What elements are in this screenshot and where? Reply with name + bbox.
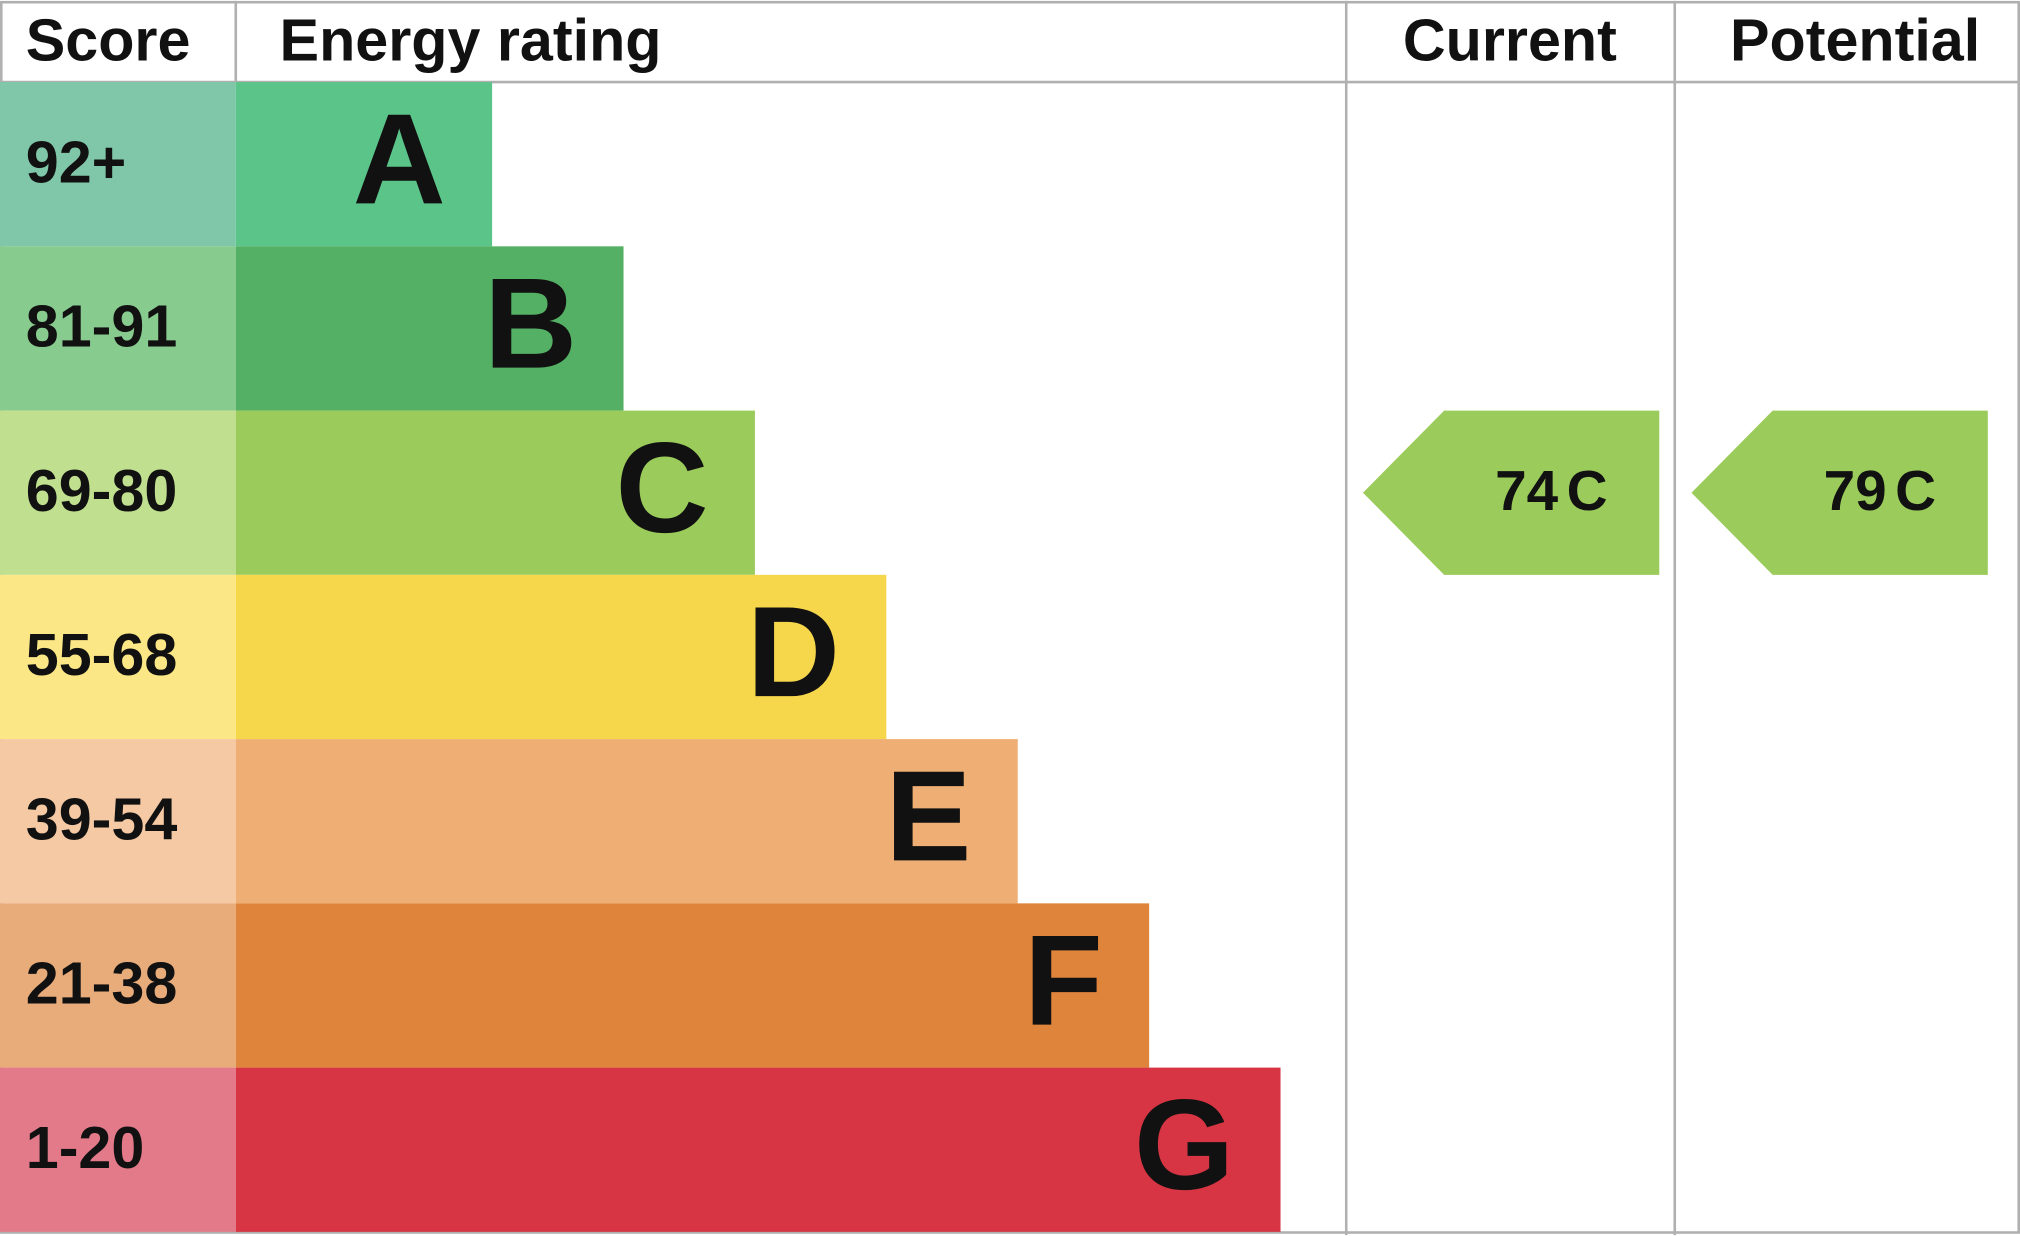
score-cell (0, 246, 236, 411)
rating-bar (235, 903, 1150, 1068)
potential-arrow (1691, 410, 1988, 575)
current-header: Current (1403, 6, 1617, 73)
band-letter: G (1134, 1073, 1234, 1217)
score-range: 69-80 (26, 457, 178, 524)
score-cell (0, 410, 236, 575)
score-cell (0, 1067, 236, 1232)
band-letter: B (484, 252, 577, 396)
score-range: 55-68 (26, 621, 178, 688)
rating-bar (235, 574, 887, 740)
score-range: 1-20 (26, 1114, 145, 1181)
rating-bar (235, 1067, 1281, 1232)
current-letter: C (1567, 460, 1608, 523)
band-letter: E (885, 744, 971, 888)
potential-header: Potential (1730, 6, 1980, 73)
score-range: 39-54 (26, 785, 178, 852)
score-cell (0, 739, 236, 904)
band-letter: F (1024, 909, 1103, 1053)
band-letter: A (353, 87, 446, 231)
potential-letter: C (1895, 460, 1936, 523)
score-cell (0, 903, 236, 1068)
rating-header: Energy rating (280, 6, 662, 73)
band-letter: C (616, 416, 709, 560)
current-arrow (1362, 410, 1660, 575)
rating-bar (235, 82, 493, 247)
rating-bar (235, 246, 624, 411)
score-cell (0, 574, 236, 740)
current-value: 74 (1495, 460, 1559, 523)
band-letter: D (747, 580, 840, 724)
rating-bar (235, 739, 1018, 904)
score-header: Score (26, 6, 191, 73)
potential-value: 79 (1824, 460, 1887, 523)
score-range: 81-91 (26, 293, 178, 360)
score-range: 92+ (26, 128, 127, 195)
score-range: 21-38 (26, 950, 178, 1017)
score-cell (0, 82, 236, 247)
rating-bar (235, 410, 755, 575)
